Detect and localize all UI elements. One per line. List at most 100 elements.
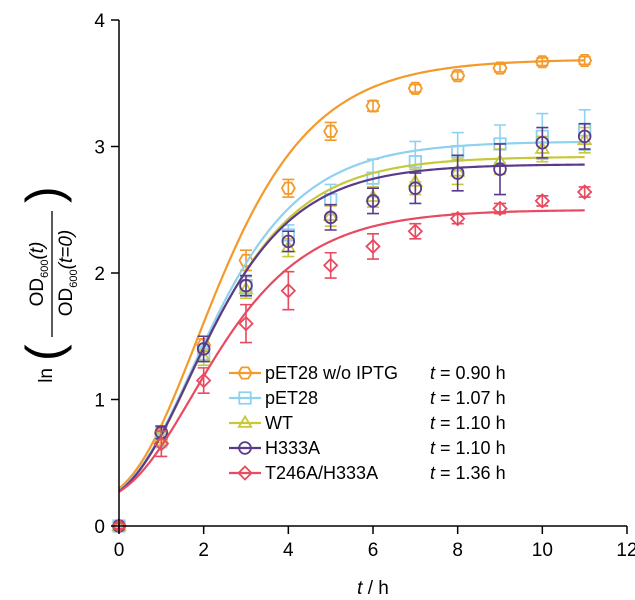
data-point xyxy=(450,69,466,83)
error-bar xyxy=(240,249,252,272)
axes xyxy=(118,20,627,527)
legend-entry: pET28 w/o IPTG t = 0.90 h xyxy=(229,363,506,383)
data-point xyxy=(281,234,296,249)
legend-annotation: t = 1.10 h xyxy=(430,438,506,458)
y-axis-right-paren: ) xyxy=(16,186,72,203)
error-bar xyxy=(536,126,549,159)
fit-curve xyxy=(118,140,585,492)
x-axis-unit: / h xyxy=(362,578,388,599)
legend-marker xyxy=(237,414,253,428)
legend-entry: H333A t = 1.10 h xyxy=(229,438,506,458)
error-bar xyxy=(367,232,379,260)
error-bar xyxy=(536,195,549,207)
data-point xyxy=(195,372,212,389)
data-point xyxy=(450,166,465,180)
legend-marker xyxy=(238,391,252,405)
legend-entry: T246A/H333A t = 1.36 h xyxy=(229,463,506,483)
data-point xyxy=(576,184,593,200)
fit-curve xyxy=(118,209,585,493)
error-bar xyxy=(451,154,464,192)
svg-text:t / h: t / h xyxy=(357,578,389,599)
error-bar xyxy=(578,122,591,150)
y-axis-numerator: OD600(t) xyxy=(27,242,51,307)
error-bar xyxy=(494,202,506,215)
series-layer xyxy=(111,53,593,534)
data-point xyxy=(153,436,170,452)
error-bar xyxy=(197,367,210,394)
legend-marker xyxy=(237,465,253,481)
data-point xyxy=(449,210,466,227)
legend: pET28 w/o IPTG t = 0.90 h pET28 t = 1.07 h W… xyxy=(229,363,506,483)
x-axis-title: t / h xyxy=(357,578,389,599)
y-tick-label: 4 xyxy=(94,11,105,32)
error-bar xyxy=(155,430,168,458)
x-tick-label: 10 xyxy=(532,540,553,561)
x-tick-label: 0 xyxy=(114,540,125,561)
y-axis-title: ln ( OD600(t) OD600(t=0) ) xyxy=(16,186,80,382)
legend-label: pET28 w/o IPTG xyxy=(265,363,398,383)
series-0 xyxy=(111,53,593,533)
data-point xyxy=(534,193,551,209)
legend-annotation: t = 1.07 h xyxy=(430,388,506,408)
data-point xyxy=(365,99,381,113)
x-tick-label: 8 xyxy=(452,540,463,561)
legend-label: T246A/H333A xyxy=(265,463,378,483)
data-point xyxy=(408,181,423,195)
series-3 xyxy=(112,122,592,533)
x-tick-label: 12 xyxy=(616,540,635,561)
legend-entry: pET28 t = 1.07 h xyxy=(229,388,506,408)
data-point xyxy=(451,144,465,159)
data-point xyxy=(365,238,381,255)
y-axis-ln: ln xyxy=(36,368,57,383)
legend-entry: WT t = 1.10 h xyxy=(229,413,506,433)
data-point xyxy=(492,61,508,75)
x-axis-variable: t xyxy=(357,578,363,599)
legend-annotation: t = 0.90 h xyxy=(430,363,506,383)
data-point xyxy=(407,223,424,240)
data-point xyxy=(577,53,593,68)
error-bar xyxy=(409,172,422,205)
error-bar xyxy=(451,212,464,225)
y-axis-left-paren: ( xyxy=(16,344,72,361)
data-point xyxy=(577,129,592,144)
fit-curve xyxy=(118,156,585,493)
error-bar xyxy=(324,251,337,279)
legend-annotation: t = 1.10 h xyxy=(430,413,506,433)
x-tick-label: 2 xyxy=(198,540,209,561)
error-bar xyxy=(578,186,591,198)
error-bar xyxy=(494,143,506,196)
data-point xyxy=(534,55,550,69)
data-point xyxy=(196,342,211,356)
data-point xyxy=(239,278,253,293)
error-bar xyxy=(240,303,252,344)
y-tick-label: 0 xyxy=(94,517,105,538)
y-tick-label: 3 xyxy=(94,138,105,159)
error-bar xyxy=(367,187,379,215)
x-tick-label: 6 xyxy=(368,540,379,561)
fit-curve xyxy=(118,163,585,493)
x-tick-label: 4 xyxy=(283,540,294,561)
data-point xyxy=(238,315,254,332)
data-point xyxy=(323,210,338,225)
y-tick-label: 1 xyxy=(94,391,105,412)
legend-label: H333A xyxy=(265,438,320,458)
data-point xyxy=(323,124,339,138)
y-tick-label: 2 xyxy=(94,264,105,285)
y-axis-denominator: OD600(t=0) xyxy=(56,230,80,316)
data-point xyxy=(408,155,422,169)
data-point xyxy=(535,135,550,150)
data-point xyxy=(493,162,507,177)
fit-curve xyxy=(118,59,585,490)
legend-marker xyxy=(238,441,252,455)
data-point xyxy=(366,194,380,208)
data-point xyxy=(322,257,339,274)
error-bar xyxy=(197,335,210,363)
legend-annotation: t = 1.36 h xyxy=(430,463,506,483)
data-point xyxy=(407,81,423,95)
legend-marker xyxy=(237,366,253,380)
data-point xyxy=(280,282,297,299)
data-point xyxy=(280,181,296,195)
legend-label: WT xyxy=(265,413,293,433)
